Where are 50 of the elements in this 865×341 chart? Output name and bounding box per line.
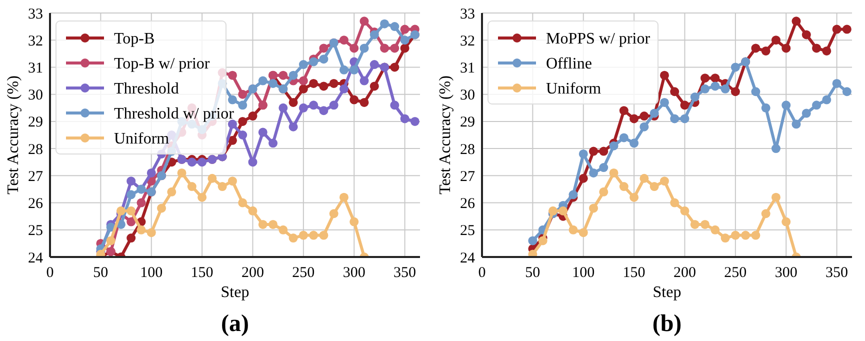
y-tick-label: 32 [28, 33, 43, 50]
y-tick-label: 25 [460, 223, 475, 240]
x-axis-title: Step [652, 284, 682, 301]
y-tick-label: 29 [460, 114, 475, 131]
x-tick-label: 150 [622, 265, 646, 281]
y-tick-label: 24 [28, 250, 44, 266]
x-tick-label: 150 [190, 265, 214, 281]
x-tick-label: 300 [342, 265, 366, 281]
y-tick-label: 33 [28, 6, 43, 22]
y-tick-label: 32 [460, 33, 475, 50]
y-tick-label: 30 [28, 88, 43, 104]
y-tick-label: 24 [460, 250, 476, 266]
legend-label: MoPPS w/ prior [546, 30, 651, 48]
legend-label: Threshold [114, 80, 179, 98]
x-tick-label: 350 [826, 265, 848, 281]
y-tick-label: 33 [460, 6, 475, 22]
legend-label: Uniform [546, 80, 602, 98]
legend-label: Offline [546, 56, 592, 73]
x-tick-label: 50 [93, 265, 108, 281]
x-tick-label: 0 [46, 265, 54, 281]
text: (a) [221, 311, 249, 337]
y-tick-label: 25 [28, 223, 43, 240]
x-tick-label: 0 [478, 265, 486, 281]
x-tick-label: 300 [774, 265, 798, 281]
legend-label: Threshold w/ prior [114, 106, 235, 123]
text: (b) [652, 311, 682, 337]
y-tick-label: 29 [28, 114, 43, 131]
x-axis-title: Step [220, 284, 250, 301]
x-tick-label: 350 [394, 265, 416, 281]
y-tick-label: 27 [28, 168, 44, 185]
y-tick-label: 28 [28, 142, 43, 158]
x-tick-label: 100 [572, 265, 595, 281]
legend-label: Uniform [114, 130, 170, 148]
y-tick-label: 26 [460, 196, 476, 212]
y-tick-label: 31 [28, 60, 43, 76]
y-tick-label: 26 [28, 196, 44, 212]
legend-label: Top-B [114, 30, 155, 48]
y-tick-label: 27 [460, 168, 476, 185]
x-tick-label: 250 [724, 265, 747, 281]
x-tick-label: 200 [241, 265, 264, 281]
y-axis-title: Test Accuracy (%) [437, 76, 454, 194]
y-axis-title: Test Accuracy (%) [5, 76, 22, 194]
legend-label: Top-B w/ prior [114, 56, 210, 73]
x-tick-label: 100 [140, 265, 163, 281]
y-tick-label: 30 [460, 88, 475, 104]
x-tick-label: 50 [525, 265, 540, 281]
y-tick-label: 28 [460, 142, 475, 158]
x-tick-label: 200 [673, 265, 696, 281]
y-tick-label: 31 [460, 60, 475, 76]
x-tick-label: 250 [292, 265, 315, 281]
